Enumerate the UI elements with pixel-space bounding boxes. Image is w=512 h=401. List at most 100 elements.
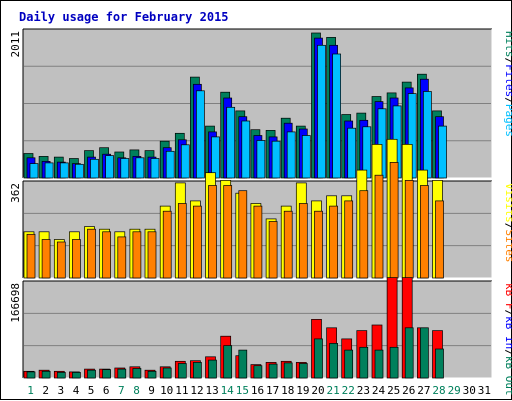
bar-pages: [135, 157, 145, 179]
bar-kb-out: [268, 363, 278, 379]
legend-entry: kB F: [503, 283, 512, 310]
bar-pages: [90, 158, 99, 179]
bar-kb-out: [87, 369, 96, 379]
x-tick-label: 24: [372, 384, 386, 397]
bar-kb-out: [72, 372, 81, 379]
bar-pages: [423, 91, 432, 179]
panel-visits-sites: 362 Visits/Sites: [9, 138, 512, 279]
bar-kb-out: [283, 362, 293, 379]
legend: kB F/kB In/kB Out: [503, 283, 512, 396]
legend-entry: /: [503, 349, 512, 356]
bar-pages: [150, 158, 160, 179]
bar-pages: [75, 163, 84, 179]
x-tick-label: 15: [236, 384, 249, 397]
bar-pages: [301, 135, 311, 179]
bar-sites: [374, 174, 384, 279]
bar-kb-out: [253, 365, 263, 379]
x-tick-label: 28: [432, 384, 445, 397]
panel-hits-files-pages: 2011 Hits/Files/Pages: [9, 28, 512, 179]
bar-kb-out: [102, 369, 111, 379]
bar-pages: [347, 127, 357, 179]
bar-sites: [420, 185, 429, 279]
bar-pages: [165, 150, 175, 179]
x-tick-label: 29: [448, 384, 461, 397]
bar-pages: [241, 120, 251, 179]
legend-entry: kB Out: [503, 356, 512, 396]
bar-kb-out: [117, 368, 127, 379]
x-tick-label: 31: [478, 384, 491, 397]
bar-sites: [404, 180, 414, 279]
legend: Hits/Files/Pages: [503, 31, 512, 137]
bar-kb-out: [223, 345, 233, 379]
bar-sites: [435, 200, 444, 279]
x-tick-label: 8: [133, 384, 140, 397]
x-tick-label: 19: [296, 384, 309, 397]
bar-kb-out: [359, 346, 369, 379]
bar-kb-out: [41, 370, 51, 379]
bar-kb-out: [193, 362, 202, 379]
x-tick-label: 16: [251, 384, 264, 397]
legend-entry: Pages: [503, 104, 512, 137]
bar-sites: [253, 205, 263, 279]
legend-entry: /: [503, 97, 512, 104]
bar-pages: [44, 162, 54, 179]
bar-sites: [102, 231, 111, 279]
bar-sites: [223, 185, 233, 279]
bar-kb-out: [56, 372, 66, 379]
bar-kb-out: [26, 371, 36, 379]
x-tick-label: 21: [326, 384, 339, 397]
legend-entry: /: [503, 310, 512, 317]
bar-pages: [105, 155, 114, 179]
bar-sites: [162, 210, 172, 279]
bar-sites: [238, 190, 248, 279]
x-tick-label: 27: [417, 384, 430, 397]
legend-entry: /: [503, 58, 512, 65]
x-tick-label: 10: [160, 384, 173, 397]
x-tick-label: 12: [190, 384, 203, 397]
x-tick-label: 6: [103, 384, 110, 397]
bar-pages: [120, 158, 130, 179]
x-tick-label: 13: [205, 384, 218, 397]
bar-sites: [314, 210, 323, 279]
bar-pages: [29, 163, 39, 179]
bar-pages: [317, 44, 326, 179]
legend: Visits/Sites: [503, 183, 512, 263]
bar-kb-out: [177, 363, 187, 379]
bar-kb-out: [435, 348, 444, 379]
y-max-label: 362: [9, 183, 22, 203]
bar-kb-out: [404, 327, 414, 379]
x-tick-label: 25: [387, 384, 400, 397]
bar-kb-out: [208, 359, 217, 379]
legend-entry: /: [503, 223, 512, 230]
x-tick-label: 26: [402, 384, 415, 397]
bar-pages: [332, 53, 341, 179]
bar-sites: [177, 203, 187, 279]
bar-sites: [268, 221, 278, 279]
bar-kb-out: [314, 338, 323, 379]
x-tick-label: 2: [42, 384, 49, 397]
bar-kb-out: [162, 367, 172, 379]
x-tick-label: 17: [266, 384, 279, 397]
bar-sites: [359, 190, 369, 279]
bar-sites: [72, 239, 81, 279]
y-max-label: 2011: [9, 31, 22, 58]
bar-sites: [147, 231, 157, 279]
bar-kb-out: [238, 349, 248, 379]
x-tick-label: 9: [148, 384, 155, 397]
bar-sites: [87, 228, 96, 279]
bar-sites: [117, 236, 127, 279]
bar-pages: [226, 106, 236, 179]
bar-pages: [211, 136, 220, 179]
bar-kb-out: [420, 327, 429, 379]
chart-title: Daily usage for February 2015: [19, 10, 229, 24]
x-tick-label: 7: [118, 384, 125, 397]
bar-sites: [298, 203, 308, 279]
bar-kb-out: [389, 346, 399, 379]
x-tick-label: 3: [57, 384, 64, 397]
bar-kb-out: [147, 370, 157, 379]
bar-kb-out: [329, 343, 338, 379]
bar-kb-out: [132, 368, 142, 379]
bar-sites: [132, 231, 142, 279]
